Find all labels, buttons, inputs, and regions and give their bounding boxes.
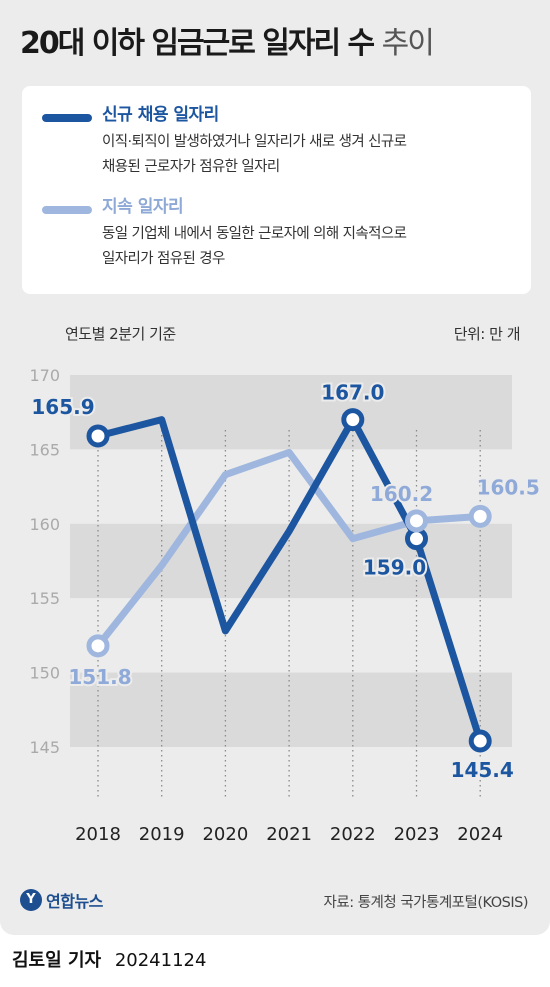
line-chart: 170 165 160 155 150 145 2018 2019 2020 2021 2022 20… bbox=[29, 366, 541, 845]
grid-band bbox=[70, 523, 512, 599]
legend-desc-new-hire: 이직·퇴직이 발생하였거나 일자리가 새로 생겨 신규로 채용된 근로자가 점유… bbox=[102, 130, 522, 180]
x-tick-label: 2022 bbox=[330, 824, 376, 845]
data-value-label: 151.8 bbox=[68, 665, 131, 689]
data-point-marker bbox=[468, 729, 492, 753]
data-point-marker bbox=[405, 527, 428, 551]
legend-desc-line: 이직·퇴직이 발생하였거나 일자리가 새로 생겨 신규로 bbox=[102, 134, 407, 150]
legend-desc-line: 일자리가 점유된 경우 bbox=[102, 251, 225, 267]
data-value-label: 159.0 bbox=[363, 556, 426, 580]
infographic-card: 20대 이하 임금근로 일자리 수 추이 신규 채용 일자리 이직·퇴직이 발생… bbox=[0, 0, 550, 935]
x-tick-label: 2018 bbox=[75, 824, 121, 845]
author-name: 김토일 기자 bbox=[12, 950, 102, 971]
data-point-marker bbox=[341, 408, 365, 432]
x-tick-label: 2020 bbox=[202, 824, 248, 845]
x-tick-label: 2021 bbox=[266, 824, 312, 845]
y-tick-label: 155 bbox=[29, 589, 60, 608]
publisher-name: 연합뉴스 bbox=[46, 892, 103, 911]
legend-title-continuing: 지속 일자리 bbox=[102, 197, 184, 217]
data-value-label: 165.9 bbox=[31, 395, 94, 419]
publisher-logo: Y 연합뉴스 bbox=[20, 888, 103, 912]
x-tick-label: 2019 bbox=[139, 824, 185, 845]
legend-swatch-continuing bbox=[42, 206, 92, 214]
data-point-marker bbox=[86, 424, 110, 448]
grid-band bbox=[70, 375, 512, 450]
data-value-label: 167.0 bbox=[321, 381, 384, 405]
data-source: 자료: 통계청 국가통계포털(KOSIS) bbox=[323, 895, 529, 911]
legend-desc-line: 채용된 근로자가 점유한 일자리 bbox=[102, 159, 280, 175]
legend-box: 신규 채용 일자리 이직·퇴직이 발생하였거나 일자리가 새로 생겨 신규로 채… bbox=[22, 86, 531, 294]
title-light: 추이 bbox=[381, 26, 435, 61]
legend-swatch-new-hire bbox=[42, 114, 92, 122]
data-point-marker bbox=[405, 509, 428, 533]
y-tick-label: 150 bbox=[29, 664, 60, 683]
byline: 김토일 기자 20241124 bbox=[12, 946, 206, 972]
subtitle-unit: 단위: 만 개 bbox=[453, 325, 521, 343]
x-tick-label: 2023 bbox=[394, 824, 440, 845]
legend-desc-continuing: 동일 기업체 내에서 동일한 근로자에 의해 지속적으로 일자리가 점유된 경우 bbox=[102, 222, 522, 272]
data-value-label: 145.4 bbox=[451, 758, 514, 782]
publish-date: 20241124 bbox=[114, 950, 207, 971]
subtitle-basis: 연도별 2분기 기준 bbox=[65, 325, 176, 343]
chart-title: 20대 이하 임금근로 일자리 수 추이 bbox=[20, 18, 435, 62]
grid-band bbox=[70, 672, 512, 747]
data-point-marker bbox=[86, 634, 110, 658]
legend-desc-line: 동일 기업체 내에서 동일한 근로자에 의해 지속적으로 bbox=[102, 226, 407, 242]
y-tick-label: 170 bbox=[29, 366, 60, 385]
data-point-marker bbox=[468, 504, 492, 528]
grid-band bbox=[70, 449, 512, 524]
legend-title-new-hire: 신규 채용 일자리 bbox=[102, 105, 219, 125]
y-tick-label: 160 bbox=[29, 515, 60, 534]
x-tick-label: 2024 bbox=[457, 824, 503, 845]
y-tick-label: 145 bbox=[29, 738, 60, 757]
y-tick-label: 165 bbox=[29, 440, 60, 459]
data-value-label: 160.5 bbox=[477, 475, 540, 499]
yonhap-logo-icon: Y bbox=[20, 889, 42, 911]
title-main: 20대 이하 임금근로 일자리 수 bbox=[20, 26, 375, 61]
data-value-label: 160.2 bbox=[370, 482, 433, 506]
